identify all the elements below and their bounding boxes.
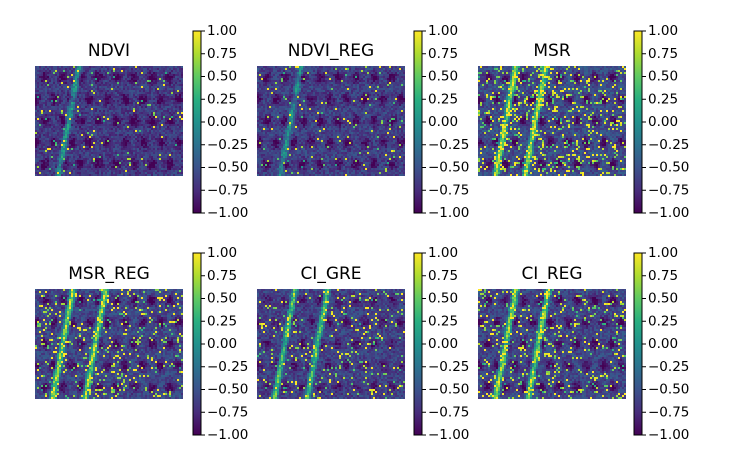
panel-0: NDVI 1.00 0.75 0.50 0.25 0.00 −0.25 −0.50 −0.75 −… — [35, 23, 248, 221]
colorbar-tick-label: 0.75 — [648, 268, 678, 284]
heatmap-image — [478, 289, 626, 399]
colorbar-tick-label: −0.25 — [207, 137, 248, 153]
colorbar-tick-label: 1.00 — [207, 23, 237, 39]
colorbar — [413, 252, 423, 436]
colorbar — [633, 30, 643, 214]
colorbar-tick-label: 0.25 — [207, 91, 237, 107]
colorbar-tick-label: 1.00 — [648, 245, 678, 261]
colorbar-tick-label: −0.75 — [207, 404, 248, 420]
colorbar-tick-label: 0.00 — [428, 114, 458, 130]
colorbar-tick-label: 0.25 — [648, 91, 678, 107]
colorbar-tick-label: 0.75 — [648, 46, 678, 62]
colorbar-tick-label: 0.50 — [207, 291, 237, 307]
colorbar-tick-label: −0.50 — [207, 382, 248, 398]
panel-5: CI_REG 1.00 0.75 0.50 0.25 0.00 −0.25 −0.50 −0.7… — [478, 245, 689, 443]
colorbar-tick-label: 1.00 — [207, 245, 237, 261]
colorbar-tick-label: 0.00 — [207, 336, 237, 352]
colorbar-tick-label: 0.25 — [207, 313, 237, 329]
panel-title: CI_REG — [521, 264, 582, 284]
colorbar-tick-label: 1.00 — [648, 23, 678, 39]
colorbar-tick-label: −1.00 — [648, 205, 689, 221]
panel-3: MSR_REG 1.00 0.75 0.50 0.25 0.00 −0.25 −0.50 −0.… — [35, 245, 248, 443]
colorbar-tick-label: −1.00 — [428, 205, 469, 221]
panel-2: MSR 1.00 0.75 0.50 0.25 0.00 −0.25 −0.50 −0.75 −1… — [478, 23, 689, 221]
panel-title: NDVI — [88, 41, 130, 61]
colorbar-tick-label: −0.75 — [648, 404, 689, 420]
panel-1: NDVI_REG 1.00 0.75 0.50 0.25 0.00 −0.25 −0.50 −0… — [257, 23, 469, 221]
colorbar-tick-label: −0.75 — [428, 404, 469, 420]
colorbar-tick-label: 1.00 — [428, 23, 458, 39]
colorbar-tick-label: −0.50 — [428, 382, 469, 398]
colorbar-tick-label: −0.75 — [648, 182, 689, 198]
colorbar-tick-label: −0.25 — [648, 359, 689, 375]
panel-title: NDVI_REG — [288, 41, 374, 61]
colorbar-tick-label: 0.00 — [428, 336, 458, 352]
colorbar-tick-label: −0.50 — [207, 160, 248, 176]
colorbar-tick-label: −1.00 — [428, 427, 469, 443]
heatmap-image — [35, 289, 183, 399]
colorbar — [413, 30, 423, 214]
colorbar-tick-label: 0.50 — [648, 291, 678, 307]
heatmap-image — [478, 66, 626, 176]
colorbar-tick-label: −0.50 — [648, 382, 689, 398]
colorbar-tick-label: 0.50 — [428, 291, 458, 307]
colorbar-tick-label: −0.50 — [428, 160, 469, 176]
heatmap-image — [257, 66, 405, 176]
panel-4: CI_GRE 1.00 0.75 0.50 0.25 0.00 −0.25 −0.50 −0.7… — [257, 245, 469, 443]
colorbar-tick-label: 0.75 — [207, 46, 237, 62]
colorbar-tick-label: −0.25 — [428, 137, 469, 153]
colorbar-tick-label: 0.25 — [428, 313, 458, 329]
colorbar-tick-label: 0.25 — [428, 91, 458, 107]
colorbar-tick-label: −0.25 — [428, 359, 469, 375]
colorbar-tick-label: 0.75 — [428, 46, 458, 62]
colorbar-tick-label: 1.00 — [428, 245, 458, 261]
colorbar-tick-label: −0.50 — [648, 160, 689, 176]
colorbar-tick-label: 0.00 — [648, 336, 678, 352]
colorbar — [633, 252, 643, 436]
colorbar-tick-label: −0.75 — [428, 182, 469, 198]
colorbar-tick-label: −0.25 — [207, 359, 248, 375]
colorbar-tick-label: −1.00 — [648, 427, 689, 443]
colorbar-tick-label: 0.50 — [207, 69, 237, 85]
heatmap-image — [257, 289, 405, 399]
colorbar-tick-label: 0.50 — [428, 69, 458, 85]
panel-title: MSR — [533, 41, 570, 61]
colorbar-tick-label: 0.25 — [648, 313, 678, 329]
colorbar-tick-label: −1.00 — [207, 427, 248, 443]
panel-title: CI_GRE — [300, 264, 361, 284]
panel-title: MSR_REG — [68, 264, 150, 284]
colorbar-tick-label: −0.25 — [648, 137, 689, 153]
colorbar-tick-label: 0.00 — [207, 114, 237, 130]
heatmap-image — [35, 66, 183, 176]
colorbar — [192, 30, 202, 214]
colorbar-tick-label: −0.75 — [207, 182, 248, 198]
colorbar — [192, 252, 202, 436]
colorbar-tick-label: 0.75 — [207, 268, 237, 284]
colorbar-tick-label: 0.75 — [428, 268, 458, 284]
colorbar-tick-label: −1.00 — [207, 205, 248, 221]
colorbar-tick-label: 0.00 — [648, 114, 678, 130]
colorbar-tick-label: 0.50 — [648, 69, 678, 85]
